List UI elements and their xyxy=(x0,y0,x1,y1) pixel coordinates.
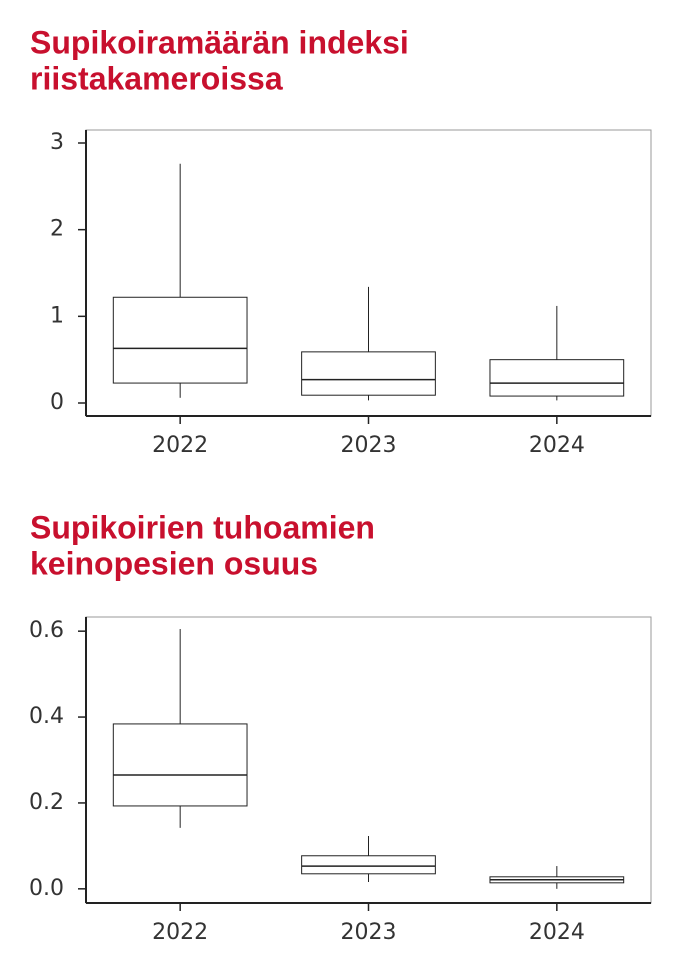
chart-title: riistakameroissa xyxy=(30,60,283,96)
box xyxy=(489,359,625,397)
x-tick-label: 2024 xyxy=(529,920,585,945)
x-tick-label: 2023 xyxy=(341,920,397,945)
y-tick-label: 0.0 xyxy=(29,876,64,901)
y-tick-label: 2 xyxy=(50,217,64,242)
x-tick-label: 2022 xyxy=(152,433,208,458)
y-tick-label: 0 xyxy=(50,390,64,415)
y-tick-label: 1 xyxy=(50,303,64,328)
y-tick-label: 0.4 xyxy=(29,704,64,729)
y-tick-label: 0.2 xyxy=(29,790,64,815)
box xyxy=(112,296,248,384)
box xyxy=(301,351,436,396)
chart-title: Supikoiramäärän indeksi xyxy=(30,24,409,60)
y-tick-label: 0.6 xyxy=(29,618,64,643)
plot-frame xyxy=(85,616,652,904)
plot-frame xyxy=(85,129,652,417)
chart-title: keinopesien osuus xyxy=(30,545,318,581)
box xyxy=(112,723,248,807)
chart-title: Supikoirien tuhoamien xyxy=(30,509,375,545)
box xyxy=(301,855,436,875)
x-tick-label: 2022 xyxy=(152,920,208,945)
x-tick-label: 2024 xyxy=(529,433,585,458)
x-tick-label: 2023 xyxy=(341,433,397,458)
y-tick-label: 3 xyxy=(50,130,64,155)
